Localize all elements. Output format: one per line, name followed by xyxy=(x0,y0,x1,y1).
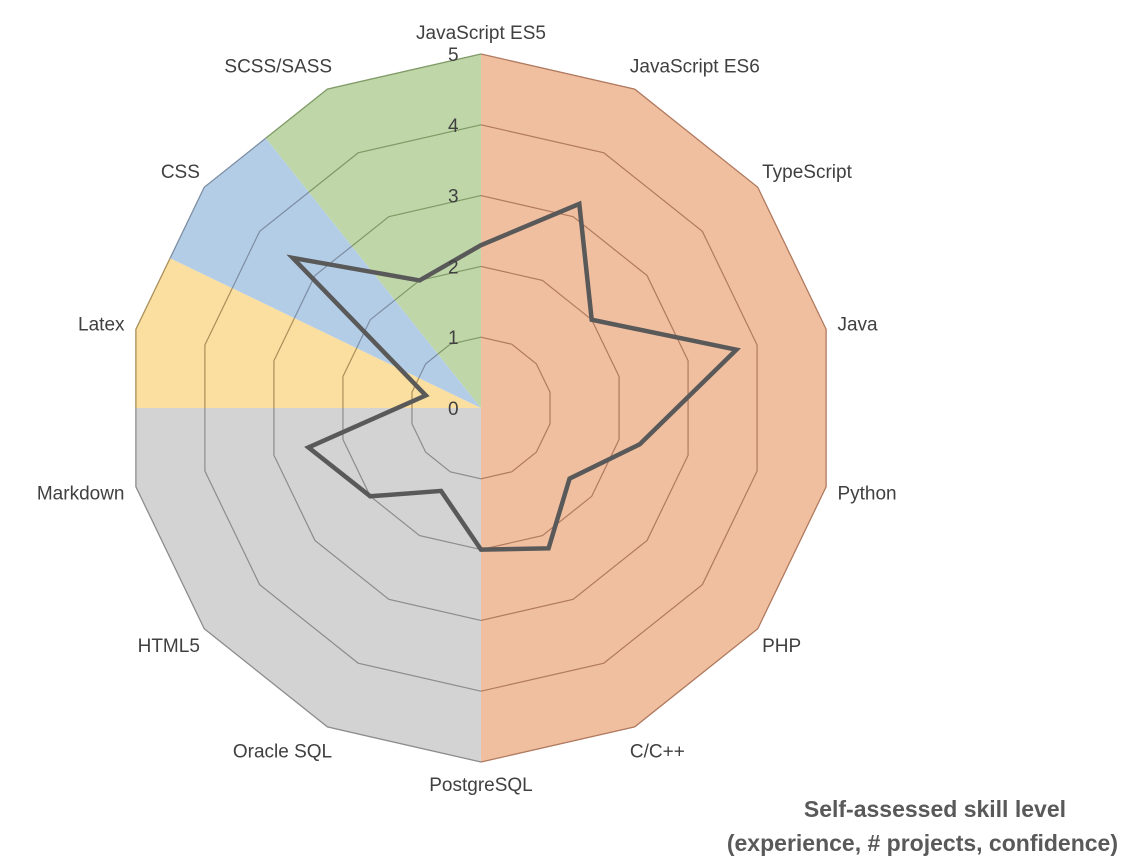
grid-ring-5-sector-4 xyxy=(265,53,482,139)
grid-ring-3-sector-0 xyxy=(480,195,689,621)
grid-ring-4-sector-2 xyxy=(204,287,233,408)
axis-labels: JavaScript ES5 JavaScript ES6 TypeScript Ja… xyxy=(37,23,897,796)
background-sector-1 xyxy=(135,408,481,762)
background-sectors xyxy=(135,54,827,762)
grid-ring-1-sector-4 xyxy=(437,336,482,355)
grid-ring-1-sector-0 xyxy=(480,336,551,480)
radar-grid xyxy=(135,53,827,763)
series-layer xyxy=(286,200,741,552)
grid-ring-5-sector-1 xyxy=(135,408,482,763)
grid-ring-3-sector-4 xyxy=(351,195,482,247)
grid-ring-4-sector-1 xyxy=(204,408,482,692)
axis-label-latex: Latex xyxy=(78,314,125,335)
grid-ring-3-sector-2 xyxy=(273,317,295,408)
tick-label-1: 1 xyxy=(448,328,459,349)
grid-ring-5-sector-3 xyxy=(169,137,267,259)
axis-label-postgresql: PostgreSQL xyxy=(429,775,533,796)
grid-ring-4-sector-3 xyxy=(231,191,310,289)
axis-label-javascript-es5: JavaScript ES5 xyxy=(416,23,546,44)
background-sector-4 xyxy=(265,54,481,408)
tick-label-3: 3 xyxy=(448,187,459,208)
axis-label-python: Python xyxy=(837,484,896,505)
tick-labels: 0 1 2 3 4 5 xyxy=(448,45,459,420)
grid-ring-3-sector-1 xyxy=(273,408,482,621)
chart-title-line-1: Self-assessed skill level xyxy=(803,796,1066,822)
axis-label-scss-sass: SCSS/SASS xyxy=(224,57,332,78)
grid-ring-4-sector-0 xyxy=(480,124,758,692)
grid-ring-2-sector-2 xyxy=(342,347,358,408)
axis-label-html5: HTML5 xyxy=(138,636,200,657)
axis-label-java: Java xyxy=(837,314,878,335)
axis-label-typescript: TypeScript xyxy=(762,162,852,183)
series-line-0 xyxy=(286,200,741,552)
background-sector-2 xyxy=(135,258,481,408)
axis-label-css: CSS xyxy=(161,162,200,183)
background-sector-0 xyxy=(481,54,827,762)
grid-ring-5-sector-0 xyxy=(480,53,827,763)
tick-label-5: 5 xyxy=(448,45,459,66)
axis-label-php: PHP xyxy=(762,636,801,657)
axis-label-oracle-sql: Oracle SQL xyxy=(233,741,332,762)
axis-label-c-c-: C/C++ xyxy=(630,741,685,762)
chart-title-line-2: (experience, # projects, confidence) xyxy=(726,830,1118,856)
grid-ring-5-sector-2 xyxy=(135,257,171,408)
axis-label-javascript-es6: JavaScript ES6 xyxy=(630,57,760,78)
grid-ring-2-sector-0 xyxy=(480,265,620,551)
grid-ring-2-sector-3 xyxy=(356,299,396,349)
tick-label-0: 0 xyxy=(448,399,459,420)
tick-label-2: 2 xyxy=(448,257,459,278)
grid-ring-1-sector-3 xyxy=(418,353,439,379)
grid-ring-4-sector-4 xyxy=(308,124,482,193)
tick-label-4: 4 xyxy=(448,116,459,137)
grid-ring-3-sector-3 xyxy=(293,245,353,319)
axis-label-markdown: Markdown xyxy=(37,484,125,505)
grid-ring-1-sector-1 xyxy=(411,408,482,480)
background-sector-3 xyxy=(170,138,482,409)
